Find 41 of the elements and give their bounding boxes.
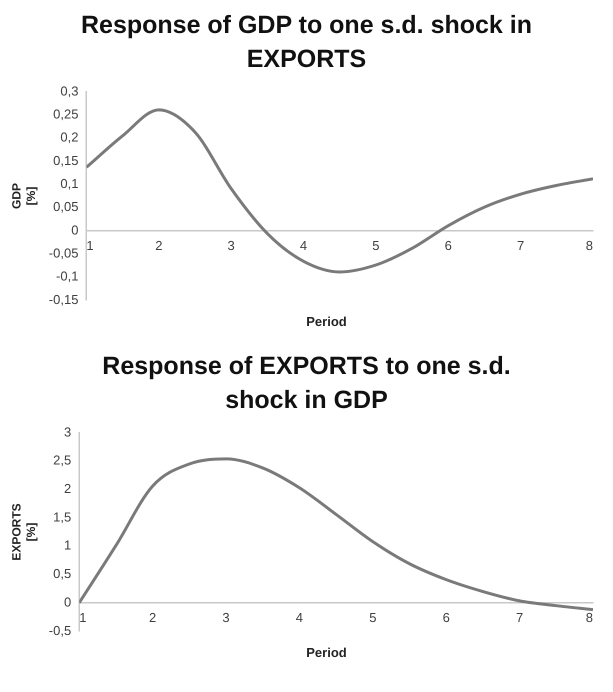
y-tick-label: -0,15 (48, 292, 78, 307)
y-tick-label: 0 (71, 222, 78, 238)
y-tick-label: 2,5 (53, 452, 72, 468)
x-tick-label: 5 (372, 238, 380, 254)
y-tick-label: 0,25 (53, 106, 78, 122)
x-tick-label: 6 (444, 238, 452, 254)
y-tick-label: 0,05 (53, 199, 78, 214)
y-tick-label: 0,2 (60, 130, 78, 145)
y-axis-title: GDP [%] (10, 182, 38, 210)
y-tick-label: 3 (64, 424, 72, 440)
x-tick-label: 7 (516, 610, 524, 626)
x-tick-label: 2 (148, 610, 156, 626)
y-tick-label: -0,05 (48, 245, 78, 260)
chart-title: Response of EXPORTS to one s.d. shock in GDP (101, 351, 512, 416)
chart-title: Response of GDP to one s.d. shock in EXPORTS (80, 10, 533, 75)
x-tick-label: 4 (300, 238, 308, 254)
line-series (86, 108, 593, 274)
y-tick-label: 0,5 (53, 566, 72, 582)
x-tick-label: 8 (586, 238, 593, 254)
y-tick-label: -0,1 (56, 268, 78, 284)
x-tick-label: 2 (155, 238, 162, 254)
x-tick-label: 5 (369, 610, 376, 626)
y-tick-label: 1,5 (53, 509, 72, 524)
x-tick-label: 7 (517, 238, 524, 254)
x-axis-title: Period (305, 645, 348, 660)
y-tick-label: -0,5 (48, 622, 72, 638)
x-axis-title: Period (305, 314, 348, 329)
x-tick-label: 8 (586, 610, 593, 626)
x-tick-label: 6 (442, 610, 450, 626)
y-tick-label: 2 (64, 481, 72, 496)
x-tick-label: 3 (222, 610, 230, 626)
y-tick-label: 0,3 (60, 83, 78, 98)
x-tick-label: 3 (228, 238, 235, 254)
x-tick-label: 4 (296, 610, 304, 626)
y-axis-title: EXPORTS [%] (10, 503, 38, 561)
line-series (79, 457, 593, 612)
x-tick-label: 1 (86, 238, 94, 254)
y-tick-label: 0,1 (60, 176, 78, 191)
y-tick-label: 1 (64, 538, 72, 553)
y-tick-label: 0 (64, 594, 72, 610)
y-tick-label: 0,15 (53, 152, 78, 168)
